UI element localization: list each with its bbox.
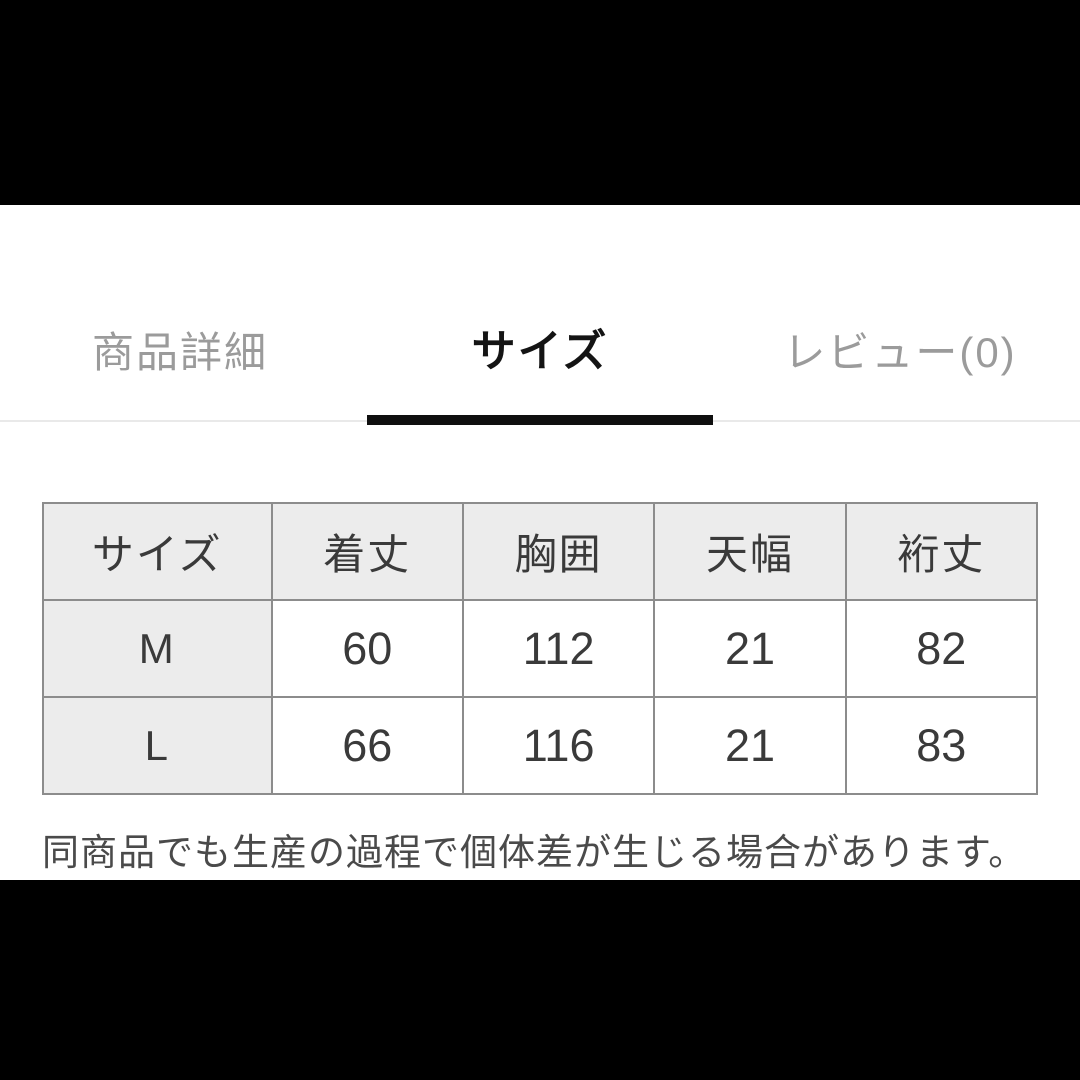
col-header-chest: 胸囲 (461, 502, 656, 601)
size-disclaimer-note: 同商品でも生産の過程で個体差が生じる場合があります。 (42, 832, 1027, 873)
cell-l-sleeve-length: 83 (844, 696, 1039, 795)
tab-reviews-label: レビュー(0) (783, 329, 1017, 376)
table-row: M 60 112 21 82 (42, 599, 1039, 698)
col-header-neck-width: 天幅 (653, 502, 847, 601)
cell-m-body-length: 60 (270, 599, 464, 698)
tab-product-details[interactable]: 商品詳細 (0, 205, 360, 420)
cell-l-chest: 116 (461, 696, 656, 795)
row-header-size-m: M (42, 599, 273, 698)
size-table-header-row: サイズ 着丈 胸囲 天幅 裄丈 (42, 502, 1039, 601)
cell-l-body-length: 66 (270, 696, 464, 795)
tab-reviews[interactable]: レビュー(0) (720, 205, 1080, 420)
col-header-body-length: 着丈 (270, 502, 464, 601)
size-table: サイズ 着丈 胸囲 天幅 裄丈 M 60 112 21 82 (42, 502, 1039, 795)
tab-product-details-label: 商品詳細 (91, 329, 268, 376)
col-header-sleeve-length: 裄丈 (844, 502, 1039, 601)
col-header-size: サイズ (42, 502, 273, 601)
letterbox-bottom (0, 880, 1080, 1080)
cell-m-neck-width: 21 (653, 599, 847, 698)
cell-m-chest: 112 (461, 599, 656, 698)
tab-size-label: サイズ (471, 327, 609, 376)
row-header-size-l: L (42, 696, 273, 795)
letterbox-top (0, 0, 1080, 205)
size-table-container: サイズ 着丈 胸囲 天幅 裄丈 M 60 112 21 82 (42, 502, 1039, 795)
product-tab-bar: 商品詳細 サイズ レビュー(0) (0, 205, 1080, 425)
tab-size[interactable]: サイズ (360, 205, 720, 425)
cell-l-neck-width: 21 (653, 696, 847, 795)
table-row: L 66 116 21 83 (42, 696, 1039, 795)
cell-m-sleeve-length: 82 (844, 599, 1039, 698)
product-size-panel: 商品詳細 サイズ レビュー(0) サイズ 着丈 胸囲 天幅 (0, 205, 1080, 880)
